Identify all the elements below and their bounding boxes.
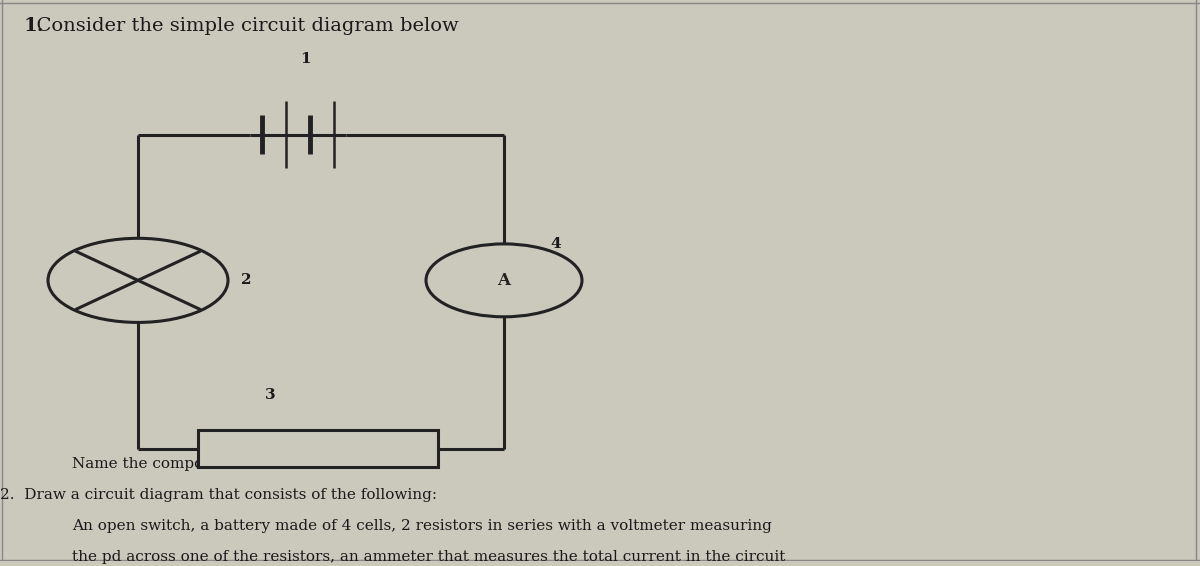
Text: 3: 3 <box>265 388 275 402</box>
Text: An open switch, a battery made of 4 cells, 2 resistors in series with a voltmete: An open switch, a battery made of 4 cell… <box>72 518 772 533</box>
Text: 1.: 1. <box>24 17 44 35</box>
Text: the pd across one of the resistors, an ammeter that measures the total current i: the pd across one of the resistors, an a… <box>72 550 785 564</box>
Text: 1: 1 <box>301 52 311 66</box>
Text: 2: 2 <box>241 273 251 288</box>
Text: 4: 4 <box>551 237 560 251</box>
Text: A: A <box>498 272 510 289</box>
Text: Name the components labelled 1 to 4: Name the components labelled 1 to 4 <box>72 457 361 471</box>
Text: Consider the simple circuit diagram below: Consider the simple circuit diagram belo… <box>24 17 458 35</box>
Text: 2.  Draw a circuit diagram that consists of the following:: 2. Draw a circuit diagram that consists … <box>0 488 437 502</box>
Bar <box>198 430 438 467</box>
